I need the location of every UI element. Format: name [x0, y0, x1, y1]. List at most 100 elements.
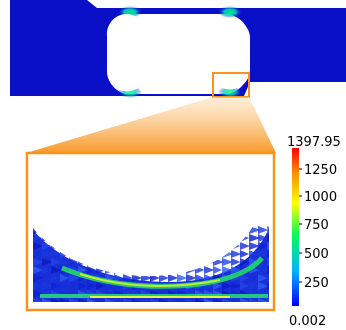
mesh-facet: [267, 234, 269, 242]
mesh-facet: [213, 266, 223, 274]
mesh-facet: [267, 282, 269, 290]
mesh-facet: [114, 298, 126, 302]
mesh-facet: [258, 226, 269, 234]
colorbar-tick-500: 500: [304, 247, 329, 262]
colorbar-gradient: [292, 148, 299, 306]
mesh-facet: [267, 258, 269, 266]
colorbar-max-label: 1397.95: [287, 135, 341, 150]
mesh-facet: [231, 258, 241, 266]
mesh-facet: [42, 258, 53, 266]
mesh-facet: [60, 282, 72, 290]
mesh-facet: [96, 282, 106, 290]
mesh-facet: [150, 274, 160, 282]
mesh-facet: [141, 274, 153, 282]
colorbar-tick-1000: 1000: [304, 190, 337, 205]
mesh-facet: [159, 274, 170, 282]
mesh-facet: [249, 274, 261, 282]
mesh-facet: [123, 274, 133, 282]
mesh-facet: [105, 298, 116, 302]
mesh-facet: [33, 274, 44, 282]
mesh-facet: [177, 274, 188, 282]
mesh-facet: [33, 242, 44, 250]
mesh-facet: [258, 298, 269, 302]
mesh-facet: [240, 274, 250, 282]
mesh-facet: [267, 226, 269, 234]
mesh-facet: [51, 298, 63, 302]
mesh-facet: [33, 250, 43, 258]
colorbar: 1397.95 1250 1000 750 500 250 0.002: [287, 135, 341, 329]
mesh-facet: [195, 298, 206, 302]
mesh-facet: [249, 242, 261, 250]
mesh-facet: [132, 274, 143, 282]
mesh-facet: [204, 274, 214, 282]
mesh-facet: [150, 298, 161, 302]
mesh-facet: [51, 274, 61, 282]
mesh-facet: [267, 242, 269, 250]
mesh-facet: [123, 298, 134, 302]
colorbar-min-label: 0.002: [289, 314, 326, 329]
mesh-facet: [249, 298, 261, 302]
mesh-facet: [78, 298, 90, 302]
mesh-facet: [249, 250, 259, 258]
mesh-facet: [33, 234, 43, 242]
mesh-facet: [33, 298, 44, 302]
mesh-facet: [231, 298, 243, 302]
colorbar-tick-1250: 1250: [304, 163, 337, 178]
mesh-facet: [42, 298, 52, 302]
mesh-facet: [222, 298, 232, 302]
mesh-facet: [87, 266, 97, 274]
mesh-facet: [51, 258, 62, 266]
mesh-facet: [96, 298, 107, 302]
mesh-facet: [168, 274, 179, 282]
mesh-facet: [213, 282, 223, 290]
colorbar-tick-250: 250: [304, 276, 329, 291]
zoom-callout-wedge: [26, 97, 276, 153]
mesh-facet: [258, 282, 269, 290]
mesh-facet: [87, 282, 98, 290]
mesh-facet: [51, 250, 62, 258]
mesh-facet: [258, 234, 268, 242]
mesh-facet: [186, 274, 197, 282]
mesh-facet: [132, 298, 143, 302]
zoomed-inset: [25, 151, 276, 312]
mesh-facet: [258, 274, 269, 282]
mesh-facet: [231, 250, 242, 258]
mesh-facet: [267, 250, 269, 258]
mesh-facet: [231, 266, 241, 274]
mesh-facet: [240, 242, 250, 250]
mesh-facet: [177, 298, 189, 302]
mesh-facet: [69, 274, 80, 282]
mesh-facet: [51, 266, 63, 274]
mesh-facet: [231, 282, 243, 290]
mesh-facet: [249, 258, 260, 266]
mesh-facet: [240, 282, 250, 290]
mesh-facet: [69, 282, 79, 290]
mesh-facet: [204, 266, 215, 274]
mesh-facet: [69, 298, 80, 302]
specimen-geometry: [10, 0, 346, 98]
mesh-facet: [33, 258, 44, 266]
mesh-facet: [240, 250, 250, 258]
mesh-facet: [222, 282, 233, 290]
mesh-facet: [159, 298, 170, 302]
mesh-facet: [60, 258, 70, 266]
mesh-facet: [168, 298, 179, 302]
mesh-facet: [267, 298, 269, 302]
mesh-facet: [42, 282, 53, 290]
mesh-facet: [258, 250, 268, 258]
mesh-facet: [42, 250, 54, 258]
mesh-facet: [240, 298, 252, 302]
mesh-facet: [51, 282, 62, 290]
mesh-facet: [204, 298, 214, 302]
mesh-facet: [60, 274, 70, 282]
mesh-facet: [78, 282, 88, 290]
mesh-facet: [222, 258, 234, 266]
mesh-facet: [42, 274, 52, 282]
mesh-facet: [33, 266, 43, 274]
mesh-facet: [249, 282, 259, 290]
mesh-facet: [33, 290, 45, 298]
mesh-facet: [222, 266, 233, 274]
mesh-facet: [87, 298, 97, 302]
mesh-facet: [186, 298, 196, 302]
